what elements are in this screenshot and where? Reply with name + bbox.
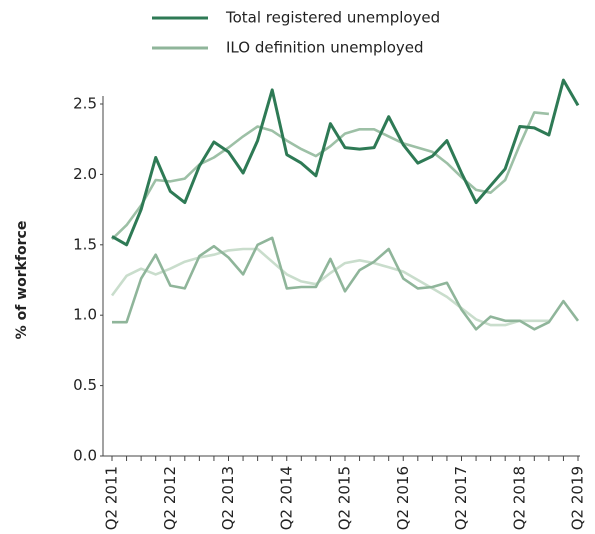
y-tick-label: 0.5: [73, 376, 97, 394]
x-tick-label: Q2 2013: [219, 466, 237, 530]
x-tick-label: Q2 2019: [569, 466, 587, 530]
x-tick-label: Q2 2014: [277, 466, 295, 530]
x-tick-label: Q2 2017: [452, 466, 470, 530]
series-line: [111, 111, 550, 241]
y-axis-label: % of workforce: [14, 221, 30, 340]
y-tick-label: 0.0: [73, 447, 97, 465]
x-tick-label: Q2 2015: [336, 466, 354, 530]
series-line: [110, 247, 549, 327]
y-tick-label: 1.0: [73, 306, 97, 324]
y-tick-label: 2.5: [73, 95, 97, 113]
x-tick-label: Q2 2012: [161, 466, 179, 530]
x-tick-label: Q2 2018: [510, 466, 528, 530]
legend-label: ILO definition unemployed: [226, 39, 424, 57]
series-line: [112, 236, 580, 331]
x-tick-label: Q2 2011: [103, 466, 121, 530]
y-tick-label: 1.5: [73, 235, 97, 253]
legend-label: Total registered unemployed: [225, 9, 440, 27]
series-line: [111, 78, 580, 247]
y-tick-label: 2.0: [73, 165, 97, 183]
x-tick-label: Q2 2016: [394, 466, 412, 530]
